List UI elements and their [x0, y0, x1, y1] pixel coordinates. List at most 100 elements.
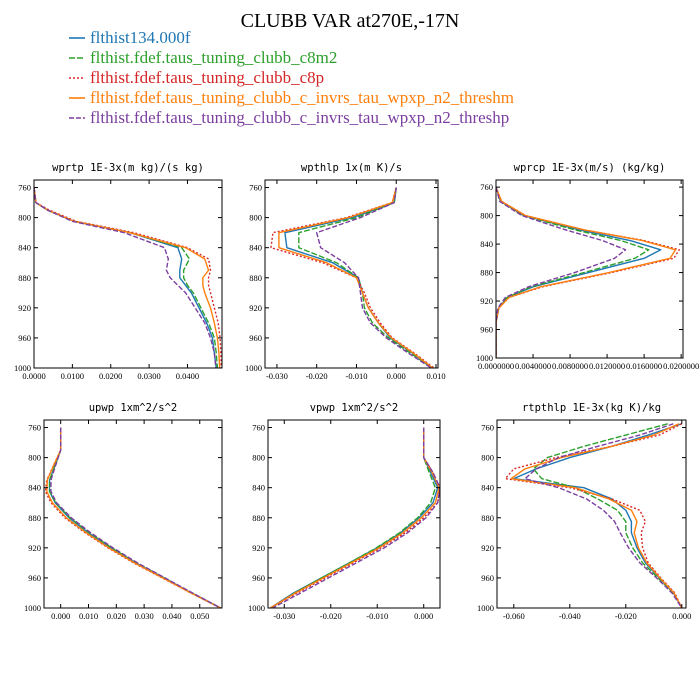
y-tick-label: 760: [28, 423, 41, 433]
y-tick-label: 960: [18, 333, 31, 343]
x-tick-label: 0.020: [107, 611, 126, 621]
series-line-5: [34, 187, 217, 368]
series-line-4: [496, 186, 677, 358]
panel-title: wpthlp 1x(m K)/s: [301, 162, 402, 174]
y-tick-label: 1000: [245, 363, 262, 373]
x-tick-label: 0.0000000: [478, 361, 514, 371]
y-tick-label: 800: [249, 213, 262, 223]
legend-label: flthist.fdef.taus_tuning_clubb_c8m2: [90, 48, 337, 67]
series-line-1: [269, 427, 439, 608]
series-line-2: [48, 427, 221, 608]
legend-label: flthist134.000f: [90, 28, 191, 47]
x-tick-label: 0.040: [162, 611, 181, 621]
x-tick-label: 0.010: [426, 371, 445, 381]
series-line-3: [269, 427, 440, 608]
legend-label: flthist.fdef.taus_tuning_clubb_c_invrs_t…: [90, 88, 514, 107]
y-tick-label: 840: [481, 483, 494, 493]
y-tick-label: 840: [249, 243, 262, 253]
series-line-4: [34, 187, 221, 368]
series-line-3: [44, 427, 221, 608]
series-line-3: [34, 187, 222, 368]
y-tick-label: 1000: [14, 363, 31, 373]
y-tick-label: 760: [481, 423, 494, 433]
x-tick-label: 0.000: [51, 611, 70, 621]
series-group: [34, 187, 222, 368]
y-tick-label: 760: [18, 183, 31, 193]
legend: flthist134.000fflthist.fdef.taus_tuning_…: [69, 28, 514, 127]
plot-frame: [33, 179, 223, 369]
x-tick-label: 0.0200: [99, 371, 122, 381]
x-tick-label: -0.010: [366, 611, 388, 621]
x-tick-label: -0.020: [320, 611, 342, 621]
y-tick-label: 960: [28, 573, 41, 583]
plot-frame: [496, 419, 687, 609]
y-tick-label: 960: [481, 573, 494, 583]
plot-frame: [264, 179, 439, 369]
x-tick-label: 0.0000: [22, 371, 45, 381]
series-line-4: [510, 423, 683, 608]
series-line-5: [50, 427, 221, 608]
y-tick-label: 760: [249, 183, 262, 193]
panel-title: upwp 1xm^2/s^2: [89, 402, 178, 414]
legend-entry: flthist.fdef.taus_tuning_clubb_c_invrs_t…: [69, 88, 514, 107]
series-line-5: [272, 427, 440, 608]
y-tick-label: 920: [252, 543, 265, 553]
panel-6: rtpthlp 1E-3x(kg K)/kg 760 800 840 880 920 960…: [477, 402, 691, 621]
series-line-4: [46, 427, 221, 608]
y-tick-label: 960: [480, 325, 493, 335]
legend-entry: flthist.fdef.taus_tuning_clubb_c8p: [69, 68, 324, 87]
y-tick-label: 760: [252, 423, 265, 433]
legend-entry: flthist.fdef.taus_tuning_clubb_c_invrs_t…: [69, 108, 509, 127]
x-tick-label: 0.010: [79, 611, 98, 621]
y-tick-label: 960: [252, 573, 265, 583]
y-tick-label: 760: [480, 182, 493, 192]
legend-entry: flthist.fdef.taus_tuning_clubb_c8m2: [69, 48, 337, 67]
series-group: [44, 427, 221, 608]
x-tick-label: -0.060: [503, 611, 525, 621]
series-line-1: [34, 187, 217, 368]
x-tick-label: -0.040: [559, 611, 581, 621]
series-line-2: [34, 187, 219, 368]
panel-4: upwp 1xm^2/s^2 760 800 840 880 920 960 1000 0.00…: [24, 402, 223, 621]
x-tick-label: -0.030: [273, 611, 295, 621]
series-group: [496, 186, 680, 358]
panel-title: wprtp 1E-3x(m kg)/(s kg): [52, 162, 204, 174]
panel-2: wpthlp 1x(m K)/s 760 800 840 880 920 960 1000 -0…: [245, 162, 446, 381]
y-tick-label: 920: [249, 303, 262, 313]
x-tick-label: 0.000: [414, 611, 433, 621]
series-line-2: [496, 186, 650, 358]
y-tick-label: 1000: [477, 603, 494, 613]
legend-entry: flthist134.000f: [69, 28, 191, 47]
figure-title: CLUBB VAR at270E,-17N: [241, 10, 460, 32]
y-tick-label: 920: [18, 303, 31, 313]
plot-frame: [43, 419, 223, 609]
y-tick-label: 880: [249, 273, 262, 283]
panel-title: rtpthlp 1E-3x(kg K)/kg: [522, 402, 661, 414]
y-tick-label: 840: [252, 483, 265, 493]
series-group: [270, 187, 435, 368]
series-line-5: [496, 186, 627, 358]
panel-1: wprtp 1E-3x(m kg)/(s kg) 760 800 840 880 920 9…: [14, 162, 223, 381]
series-group: [269, 427, 440, 608]
x-tick-label: 0.0400: [176, 371, 199, 381]
y-tick-label: 920: [480, 296, 493, 306]
x-tick-label: 0.0160000: [626, 361, 662, 371]
y-tick-label: 800: [480, 211, 493, 221]
series-line-2: [532, 423, 683, 608]
y-tick-label: 840: [28, 483, 41, 493]
y-tick-label: 800: [18, 213, 31, 223]
panel-3: wprcp 1E-3x(m/s) (kg/kg) 760 800 840 880 920 9…: [476, 162, 699, 371]
plot-frame: [267, 419, 441, 609]
y-tick-label: 800: [28, 453, 41, 463]
legend-label: flthist.fdef.taus_tuning_clubb_c_invrs_t…: [90, 108, 509, 127]
y-tick-label: 840: [18, 243, 31, 253]
series-line-4: [269, 427, 440, 608]
series-line-1: [48, 427, 221, 608]
panel-5: vpwp 1xm^2/s^2 760 800 840 880 920 960 1000 -0.0…: [248, 402, 441, 621]
x-tick-label: 0.0080000: [552, 361, 588, 371]
panel-title: vpwp 1xm^2/s^2: [310, 402, 399, 414]
y-tick-label: 880: [480, 268, 493, 278]
y-tick-label: 1000: [248, 603, 265, 613]
x-tick-label: -0.030: [266, 371, 288, 381]
